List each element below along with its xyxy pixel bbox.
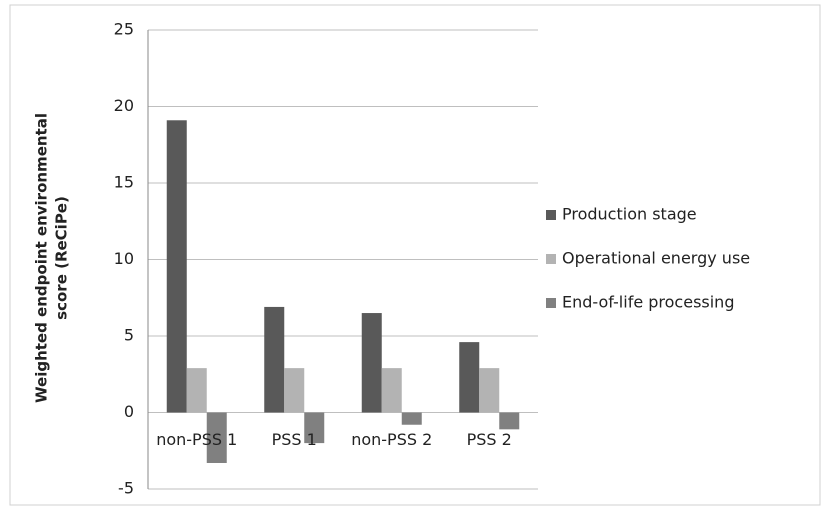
y-tick-label: 15 bbox=[114, 173, 134, 192]
bar bbox=[284, 368, 305, 413]
y-tick-label: 5 bbox=[124, 326, 134, 345]
bar bbox=[206, 412, 227, 463]
y-axis-label: score (ReCiPe) bbox=[53, 196, 71, 320]
x-tick-label: PSS 1 bbox=[272, 430, 317, 449]
x-tick-label: PSS 2 bbox=[467, 430, 512, 449]
bar bbox=[186, 368, 207, 413]
legend-label: Operational energy use bbox=[562, 249, 750, 268]
legend-swatch bbox=[546, 254, 556, 264]
bar bbox=[264, 306, 285, 413]
x-tick-label: non-PSS 2 bbox=[351, 430, 432, 449]
y-tick-label: 25 bbox=[114, 20, 134, 39]
legend-swatch bbox=[546, 298, 556, 308]
legend-swatch bbox=[546, 210, 556, 220]
y-tick-label: -5 bbox=[118, 479, 134, 498]
bar bbox=[499, 412, 520, 430]
y-tick-label: 0 bbox=[124, 402, 134, 421]
bar bbox=[381, 368, 402, 413]
y-axis-label: Weighted endpoint environmental bbox=[33, 113, 51, 403]
y-tick-label: 20 bbox=[114, 96, 134, 115]
bar bbox=[459, 342, 480, 413]
bar bbox=[304, 412, 325, 444]
y-tick-label: 10 bbox=[114, 249, 134, 268]
bar bbox=[479, 368, 500, 413]
bar bbox=[361, 313, 382, 413]
bar bbox=[401, 412, 422, 425]
bar bbox=[166, 120, 187, 413]
x-tick-label: non-PSS 1 bbox=[156, 430, 237, 449]
legend-label: End-of-life processing bbox=[562, 293, 734, 312]
legend-label: Production stage bbox=[562, 205, 697, 224]
